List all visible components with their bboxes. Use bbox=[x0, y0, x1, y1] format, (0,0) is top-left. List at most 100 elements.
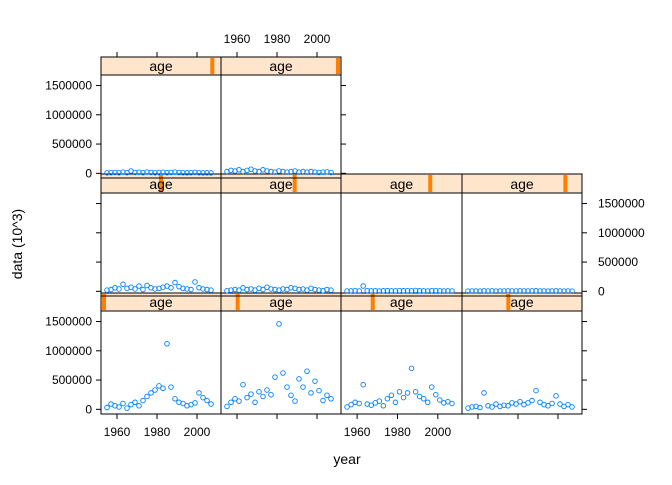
data-point bbox=[481, 390, 487, 396]
strip-background bbox=[101, 57, 221, 75]
data-point bbox=[188, 286, 194, 293]
y-tick-label: 1000000 bbox=[598, 226, 645, 240]
x-tick-label: 1980 bbox=[264, 32, 291, 46]
data-point bbox=[136, 169, 142, 176]
data-point bbox=[248, 391, 254, 397]
data-point bbox=[469, 288, 475, 294]
strip-background bbox=[462, 174, 582, 193]
data-point bbox=[164, 341, 170, 347]
y-axis-title: data (10^3) bbox=[9, 209, 25, 279]
data-point bbox=[424, 288, 431, 294]
data-point bbox=[424, 399, 431, 406]
y-tick-label: 500000 bbox=[52, 137, 92, 151]
data-point bbox=[256, 389, 262, 395]
data-point bbox=[280, 370, 286, 376]
data-point bbox=[224, 403, 230, 410]
data-point bbox=[124, 405, 130, 411]
data-point bbox=[120, 281, 126, 288]
data-point bbox=[140, 397, 146, 404]
data-point bbox=[473, 288, 479, 294]
data-point bbox=[104, 404, 110, 411]
data-point bbox=[276, 321, 282, 327]
data-point bbox=[429, 384, 435, 390]
data-point bbox=[533, 387, 539, 394]
strip-level-marker bbox=[506, 294, 511, 310]
strip-label: age bbox=[149, 58, 173, 74]
data-point bbox=[529, 397, 535, 404]
data-point bbox=[437, 397, 443, 403]
data-point bbox=[380, 288, 387, 294]
data-point bbox=[228, 167, 234, 174]
panel-frame bbox=[100, 192, 222, 297]
data-point bbox=[404, 390, 411, 396]
x-axis-title: year bbox=[333, 451, 361, 467]
panel-frame bbox=[461, 192, 583, 297]
data-point bbox=[136, 403, 142, 409]
y-tick-label: 500000 bbox=[52, 373, 92, 387]
data-point bbox=[384, 287, 391, 294]
data-point bbox=[513, 401, 519, 407]
strip-label: age bbox=[390, 176, 414, 192]
data-point bbox=[224, 287, 230, 294]
data-point bbox=[408, 288, 415, 294]
data-point bbox=[244, 394, 250, 401]
data-point bbox=[240, 381, 246, 388]
data-point bbox=[404, 287, 411, 294]
data-point bbox=[320, 397, 326, 404]
data-point bbox=[416, 288, 423, 294]
x-tick-label: 1960 bbox=[104, 425, 131, 439]
data-point bbox=[509, 288, 515, 294]
strip-level-marker bbox=[159, 175, 163, 192]
data-point bbox=[196, 390, 202, 396]
data-point bbox=[549, 400, 555, 407]
y-tick-label: 1500000 bbox=[45, 315, 92, 329]
data-point bbox=[232, 286, 238, 293]
data-point bbox=[493, 401, 499, 407]
data-point bbox=[132, 169, 138, 176]
data-point bbox=[537, 399, 543, 406]
y-tick-label: 1000000 bbox=[45, 344, 92, 358]
data-point bbox=[408, 365, 415, 372]
data-point bbox=[172, 169, 178, 175]
data-point bbox=[312, 169, 318, 175]
data-point bbox=[537, 288, 543, 294]
data-point bbox=[272, 286, 278, 293]
data-point bbox=[420, 288, 427, 294]
data-point bbox=[477, 288, 483, 294]
data-point bbox=[144, 282, 150, 289]
data-point bbox=[400, 288, 407, 294]
data-point bbox=[120, 169, 126, 175]
data-point bbox=[128, 401, 134, 408]
panel-2-2: age bbox=[220, 173, 342, 297]
data-point bbox=[300, 384, 306, 390]
data-point bbox=[529, 288, 535, 294]
data-point bbox=[104, 170, 110, 176]
data-point bbox=[264, 387, 270, 393]
strip-label: age bbox=[269, 58, 293, 74]
data-point bbox=[328, 396, 334, 402]
data-point bbox=[449, 288, 455, 294]
data-point bbox=[284, 384, 290, 390]
data-point bbox=[445, 288, 451, 294]
data-point bbox=[180, 285, 186, 292]
strip-background bbox=[101, 293, 221, 311]
strip-label: age bbox=[390, 294, 414, 310]
data-point bbox=[304, 169, 310, 175]
data-point bbox=[541, 288, 547, 294]
data-point bbox=[324, 286, 330, 293]
data-point bbox=[316, 169, 322, 176]
data-point bbox=[312, 378, 318, 384]
data-point bbox=[320, 169, 326, 175]
data-point bbox=[441, 288, 447, 294]
x-tick-label: 1960 bbox=[224, 32, 251, 46]
data-point bbox=[292, 398, 298, 404]
data-point bbox=[180, 169, 186, 176]
data-point bbox=[553, 393, 559, 399]
data-point bbox=[300, 168, 306, 175]
data-point bbox=[368, 402, 375, 408]
data-point bbox=[268, 286, 274, 292]
data-point bbox=[152, 387, 158, 393]
data-point bbox=[517, 398, 523, 405]
data-point bbox=[348, 288, 354, 294]
strip-level-marker bbox=[235, 294, 240, 310]
